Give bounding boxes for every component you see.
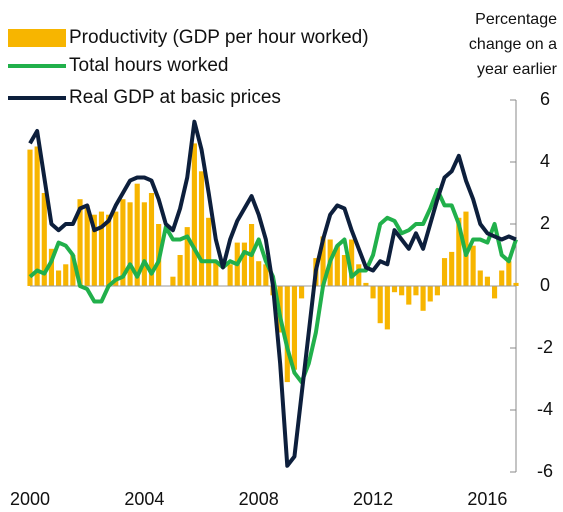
bar [84, 205, 90, 286]
bar [263, 264, 269, 286]
bar [391, 286, 398, 293]
bar [198, 171, 205, 286]
bar [356, 264, 362, 286]
bar [134, 183, 140, 286]
bar [441, 258, 448, 286]
bar [470, 245, 476, 286]
y-tick-label: 2 [540, 213, 550, 233]
bar [227, 264, 233, 286]
bar [377, 286, 383, 324]
bar [113, 211, 119, 286]
bar [506, 261, 512, 286]
y-tick-label: 6 [540, 89, 550, 109]
bar [106, 214, 112, 286]
bar [363, 282, 369, 286]
series-line [28, 119, 517, 468]
x-tick-label: 2008 [239, 489, 279, 509]
y-tick-label: -2 [537, 337, 553, 357]
bar [148, 193, 155, 286]
bar [456, 217, 462, 286]
bar [91, 214, 97, 286]
bar [413, 286, 419, 296]
x-tick-label: 2012 [353, 489, 393, 509]
bar [27, 149, 33, 286]
bar [434, 286, 440, 296]
y-tick-label: 4 [540, 151, 550, 171]
bar [291, 286, 298, 370]
bar [399, 286, 405, 296]
bar [191, 143, 197, 286]
legend-label: Productivity (GDP per hour worked) [69, 27, 369, 48]
bar [499, 270, 505, 286]
legend-label: Real GDP at basic prices [69, 87, 281, 108]
bar [170, 276, 176, 286]
bar [320, 236, 326, 286]
bar [177, 255, 183, 286]
bar [141, 202, 147, 286]
bar [284, 286, 290, 383]
bar [34, 146, 40, 286]
bar [299, 286, 305, 299]
bar [184, 227, 190, 286]
bar [491, 286, 498, 299]
bar [484, 276, 490, 286]
bar [120, 199, 126, 286]
legend-swatch [8, 29, 66, 47]
bar [127, 202, 133, 286]
legend-label: Total hours worked [69, 55, 228, 76]
bar [56, 270, 62, 286]
x-tick-label: 2016 [467, 489, 507, 509]
y-axis-label: Percentage [475, 11, 557, 28]
bar [77, 199, 83, 286]
bar [206, 217, 212, 286]
bar [420, 286, 426, 311]
bar [241, 242, 247, 286]
bar [427, 286, 433, 302]
bar [370, 286, 376, 299]
bar [513, 282, 519, 286]
bar [213, 261, 219, 286]
bar [477, 270, 483, 286]
bar [256, 261, 262, 286]
x-tick-label: 2000 [10, 489, 50, 509]
bar [70, 255, 76, 286]
bar [449, 251, 455, 286]
bar [334, 245, 340, 286]
x-tick-label: 2004 [124, 489, 164, 509]
y-axis-label: year earlier [477, 61, 558, 78]
y-tick-label: -4 [537, 399, 553, 419]
y-tick-label: 0 [540, 275, 550, 295]
bar [406, 286, 412, 305]
bar [41, 193, 47, 286]
bar [48, 248, 55, 286]
bar [341, 255, 348, 286]
y-tick-label: -6 [537, 461, 553, 481]
y-axis-label: change on a [469, 36, 557, 53]
bar [98, 211, 105, 286]
bar [384, 286, 390, 330]
bar [63, 264, 69, 286]
bar [349, 239, 355, 286]
